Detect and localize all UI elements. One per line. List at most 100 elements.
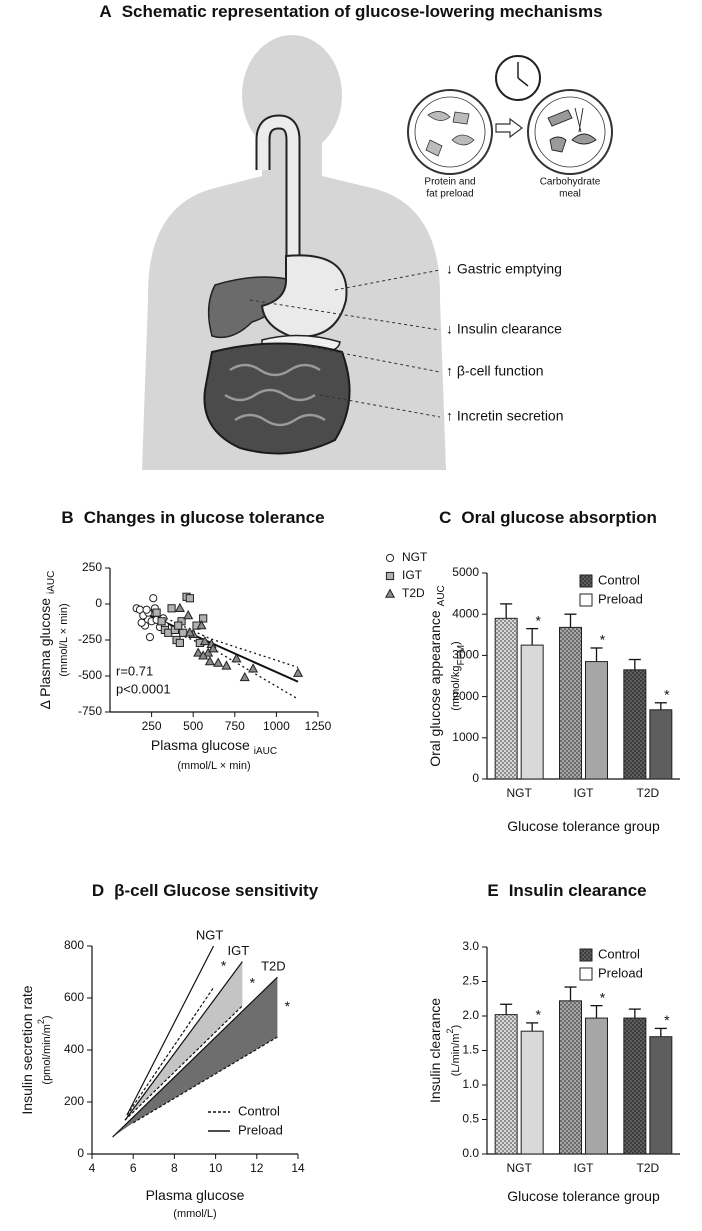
point [174, 621, 183, 630]
bar [585, 661, 608, 780]
y-tick-label: 1.5 [462, 1043, 479, 1057]
preload-label: Protein and [424, 177, 475, 188]
y-tick-label: -500 [78, 668, 102, 682]
point [145, 633, 155, 642]
preload-line [126, 945, 215, 1116]
x-axis-label-part: Plasma glucose [151, 737, 250, 753]
meal-label: Carbohydrate [540, 177, 601, 188]
y-axis-unit-part: ) [450, 1025, 462, 1029]
point [149, 594, 158, 603]
x-axis-label-part: Glucose tolerance group [507, 1188, 660, 1204]
y-axis-label-part: Insulin clearance [427, 998, 443, 1103]
y-tick-label: 0.5 [462, 1112, 479, 1126]
y-axis-unit-part: (pmol/min/m [41, 1024, 53, 1085]
bar [559, 1000, 582, 1155]
significance: * [535, 612, 541, 628]
panel-letter: D [92, 881, 104, 900]
legend-swatch [579, 967, 593, 981]
point [221, 660, 232, 670]
y-tick-label: 250 [82, 560, 102, 574]
meal-label: meal [559, 189, 581, 200]
x-tick-label: 6 [130, 1161, 137, 1175]
fit-line [142, 611, 299, 683]
preload-label: fat preload [426, 189, 473, 200]
panel-title-text: β-cell Glucose sensitivity [114, 881, 319, 900]
x-tick-label: 8 [171, 1161, 178, 1175]
group-label: IGT [228, 943, 250, 958]
preload-line [124, 961, 243, 1121]
bar [623, 669, 647, 780]
bar [649, 709, 673, 780]
y-axis-unit-part: (L/min/m [450, 1033, 462, 1076]
panel-title: C Oral glucose absorption [439, 508, 657, 527]
x-tick-label: NGT [506, 1161, 532, 1175]
panel-title: E Insulin clearance [487, 881, 646, 900]
y-axis-unit-part: ) [41, 1015, 53, 1019]
x-tick-label: 750 [225, 719, 245, 733]
point [174, 602, 185, 613]
x-tick-label: 1250 [305, 719, 332, 733]
bar [494, 617, 518, 780]
y-tick-label: 0.0 [462, 1146, 479, 1160]
legend-label: T2D [402, 586, 425, 600]
y-tick-label: 4000 [452, 606, 479, 620]
point [185, 594, 194, 603]
point [179, 628, 188, 637]
bar [649, 1036, 673, 1155]
bar [585, 1017, 608, 1155]
y-axis-label: Insulin clearance [427, 998, 443, 1103]
x-axis-label: Plasma glucose iAUC [151, 737, 277, 757]
control-line [124, 1005, 243, 1121]
legend-label: Preload [598, 591, 643, 606]
point [175, 638, 184, 647]
y-tick-label: 0 [95, 596, 102, 610]
y-axis-unit-part: 2 [445, 1028, 455, 1033]
control-line [132, 1036, 278, 1124]
effect-label: ↓ Gastric emptying [446, 261, 562, 277]
significance: * [664, 1012, 670, 1028]
legend-label: Control [598, 946, 640, 961]
confidence-band [143, 618, 299, 700]
panel-title-text: Insulin clearance [509, 881, 647, 900]
y-axis-unit-part: FFM [456, 645, 467, 666]
y-tick-label: -750 [78, 704, 102, 718]
point [239, 671, 250, 682]
x-axis-label: Plasma glucose [146, 1187, 245, 1203]
x-axis-label: Glucose tolerance group [507, 818, 660, 834]
legend-swatch [579, 574, 593, 588]
x-axis-label: Glucose tolerance group [507, 1188, 660, 1204]
point [248, 663, 259, 673]
point [152, 608, 161, 617]
group-label: T2D [261, 959, 286, 974]
x-tick-label: 250 [142, 719, 162, 733]
panel-title-text: Changes in glucose tolerance [84, 508, 325, 527]
confidence-band [143, 607, 299, 668]
y-axis-label-part: Δ Plasma glucose [37, 598, 53, 710]
x-axis-unit: (mmol/L × min) [177, 760, 250, 772]
panel-title: Schematic representation of glucose-lowe… [122, 2, 603, 21]
point [142, 605, 151, 614]
y-axis-label-part: iAUC [46, 571, 57, 594]
x-tick-label: 12 [250, 1161, 264, 1175]
y-tick-label: 0 [77, 1146, 84, 1160]
y-tick-label: 800 [64, 938, 84, 952]
significance: * [600, 989, 606, 1005]
significance: * [285, 998, 291, 1014]
x-tick-label: IGT [574, 786, 595, 800]
x-tick-label: 14 [291, 1161, 305, 1175]
y-axis-label: Δ Plasma glucose iAUC [37, 571, 57, 710]
point [167, 604, 176, 613]
legend-label: Control [598, 572, 640, 587]
significance: * [250, 974, 256, 990]
y-tick-label: -250 [78, 632, 102, 646]
panel-title-text: Oral glucose absorption [461, 508, 657, 527]
y-axis-label-part: Insulin secretion rate [19, 985, 35, 1114]
legend-marker [385, 553, 395, 563]
point [199, 635, 210, 646]
y-tick-label: 3.0 [462, 939, 479, 953]
legend-label: Preload [238, 1122, 283, 1137]
panel-letter: A [99, 2, 111, 21]
bar [494, 1014, 518, 1155]
